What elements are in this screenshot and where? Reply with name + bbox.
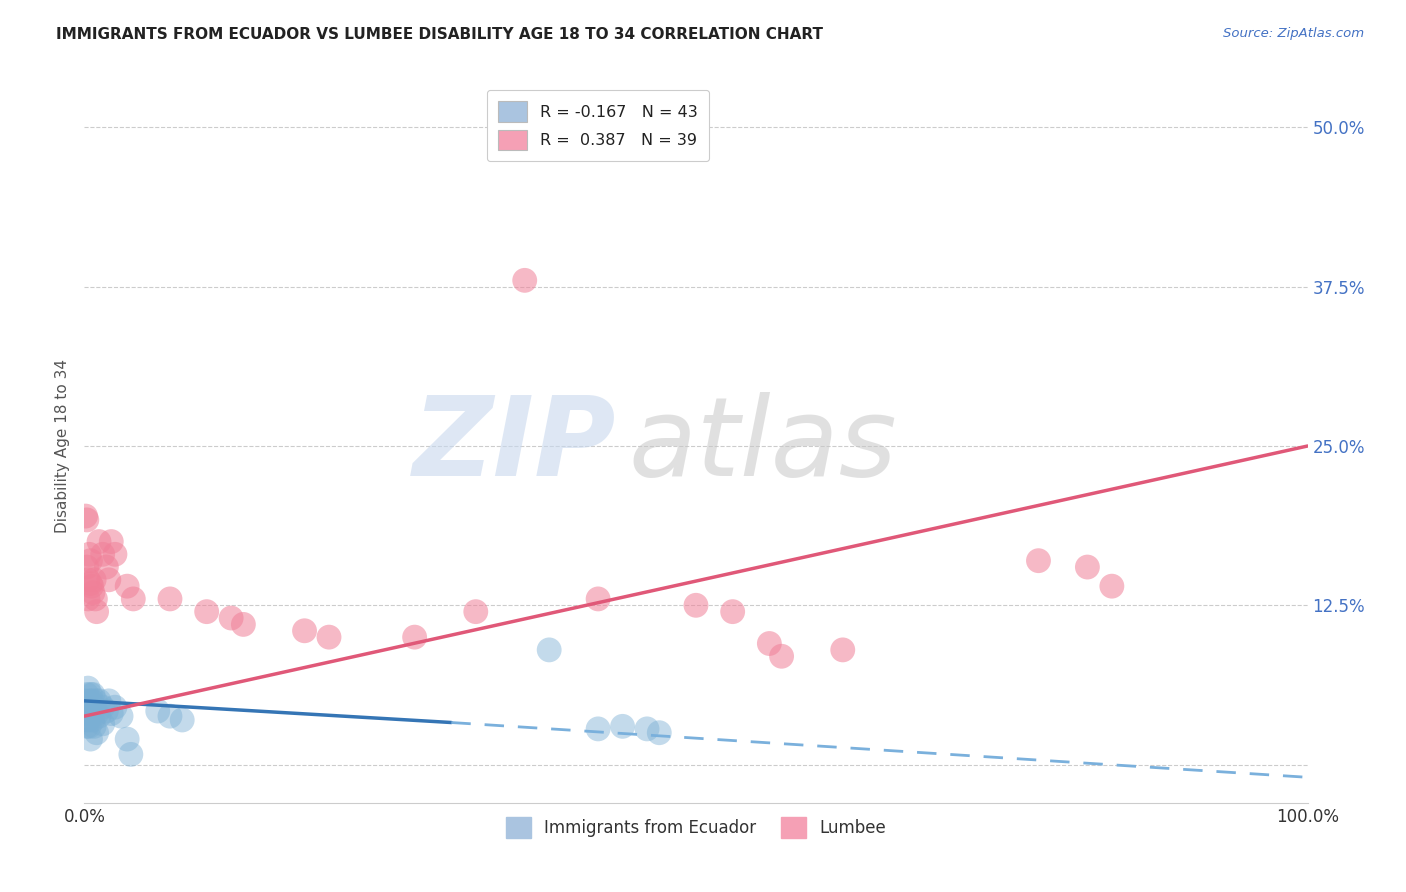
- Point: [232, 617, 254, 632]
- Point: [538, 643, 561, 657]
- Y-axis label: Disability Age 18 to 34: Disability Age 18 to 34: [55, 359, 70, 533]
- Point: [87, 694, 110, 708]
- Point: [721, 605, 744, 619]
- Point: [159, 591, 181, 606]
- Point: [612, 719, 634, 733]
- Point: [73, 694, 96, 708]
- Point: [586, 591, 609, 606]
- Point: [76, 688, 98, 702]
- Point: [77, 547, 100, 561]
- Text: Source: ZipAtlas.com: Source: ZipAtlas.com: [1223, 27, 1364, 40]
- Point: [83, 719, 105, 733]
- Point: [75, 700, 97, 714]
- Point: [96, 560, 118, 574]
- Point: [91, 700, 114, 714]
- Point: [636, 722, 658, 736]
- Point: [120, 747, 142, 762]
- Point: [87, 709, 110, 723]
- Point: [76, 713, 98, 727]
- Point: [77, 681, 100, 695]
- Point: [75, 509, 97, 524]
- Point: [96, 704, 118, 718]
- Point: [75, 706, 97, 721]
- Point: [86, 725, 108, 739]
- Point: [79, 688, 101, 702]
- Point: [77, 700, 100, 714]
- Point: [97, 573, 120, 587]
- Legend: Immigrants from Ecuador, Lumbee: Immigrants from Ecuador, Lumbee: [499, 811, 893, 845]
- Point: [219, 611, 242, 625]
- Point: [318, 630, 340, 644]
- Point: [79, 554, 101, 568]
- Point: [648, 725, 671, 739]
- Point: [80, 706, 103, 721]
- Point: [100, 706, 122, 721]
- Point: [77, 591, 100, 606]
- Point: [83, 573, 105, 587]
- Point: [195, 605, 218, 619]
- Point: [104, 700, 127, 714]
- Point: [770, 649, 793, 664]
- Point: [80, 579, 103, 593]
- Point: [586, 722, 609, 736]
- Point: [1028, 554, 1050, 568]
- Point: [87, 534, 110, 549]
- Point: [77, 694, 100, 708]
- Point: [86, 605, 108, 619]
- Point: [91, 547, 114, 561]
- Point: [82, 713, 104, 727]
- Point: [91, 716, 114, 731]
- Text: atlas: atlas: [628, 392, 897, 500]
- Text: IMMIGRANTS FROM ECUADOR VS LUMBEE DISABILITY AGE 18 TO 34 CORRELATION CHART: IMMIGRANTS FROM ECUADOR VS LUMBEE DISABI…: [56, 27, 824, 42]
- Point: [110, 709, 132, 723]
- Point: [464, 605, 486, 619]
- Point: [146, 704, 169, 718]
- Point: [97, 694, 120, 708]
- Point: [77, 573, 100, 587]
- Point: [84, 694, 107, 708]
- Point: [82, 585, 104, 599]
- Point: [100, 534, 122, 549]
- Point: [513, 273, 536, 287]
- Point: [831, 643, 853, 657]
- Point: [685, 599, 707, 613]
- Point: [82, 688, 104, 702]
- Point: [79, 732, 101, 747]
- Point: [404, 630, 426, 644]
- Point: [1101, 579, 1123, 593]
- Point: [115, 579, 138, 593]
- Point: [159, 709, 181, 723]
- Point: [80, 694, 103, 708]
- Point: [115, 732, 138, 747]
- Text: ZIP: ZIP: [413, 392, 616, 500]
- Point: [1076, 560, 1098, 574]
- Point: [294, 624, 316, 638]
- Point: [77, 719, 100, 733]
- Point: [86, 706, 108, 721]
- Point: [79, 700, 101, 714]
- Point: [122, 591, 145, 606]
- Point: [79, 576, 101, 591]
- Point: [76, 513, 98, 527]
- Point: [77, 706, 100, 721]
- Point: [172, 713, 194, 727]
- Point: [84, 591, 107, 606]
- Point: [758, 636, 780, 650]
- Point: [76, 560, 98, 574]
- Point: [83, 700, 105, 714]
- Point: [104, 547, 127, 561]
- Point: [77, 713, 100, 727]
- Point: [76, 719, 98, 733]
